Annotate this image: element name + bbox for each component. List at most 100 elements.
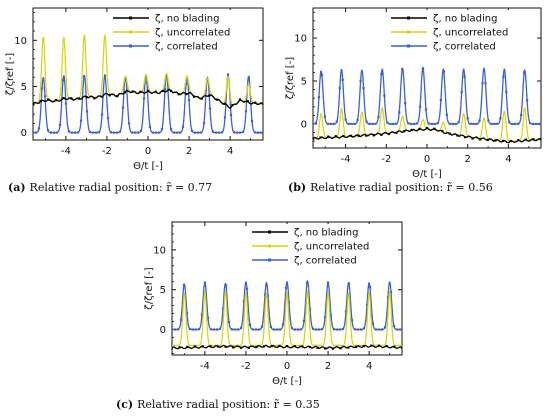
series-correlated-marker xyxy=(314,328,318,331)
series-correlated-marker xyxy=(61,79,65,82)
series-no-blading-marker xyxy=(385,344,388,348)
legend-marker-no_blading xyxy=(268,230,271,234)
series-correlated-marker xyxy=(383,94,386,97)
series-correlated-marker xyxy=(136,131,140,134)
series-no-blading-marker xyxy=(433,127,436,130)
series-correlated-marker xyxy=(466,117,469,120)
x-tick-label: 0 xyxy=(284,361,290,372)
series-no-blading-marker xyxy=(123,91,127,94)
series-correlated-marker xyxy=(526,99,529,102)
series-no-blading-marker xyxy=(494,139,497,142)
series-correlated-marker xyxy=(320,328,324,331)
series-correlated-marker xyxy=(190,129,194,132)
series-correlated-marker xyxy=(133,131,137,134)
series-no-blading-marker xyxy=(33,102,35,106)
series-correlated-marker xyxy=(350,122,353,126)
series-correlated-marker xyxy=(374,328,378,331)
series-correlated-marker xyxy=(220,131,224,134)
series-correlated-marker xyxy=(359,79,362,83)
series-correlated-marker xyxy=(341,327,345,331)
series-correlated-marker xyxy=(377,328,381,331)
series-no-blading-marker xyxy=(539,138,541,141)
series-correlated-marker xyxy=(517,122,520,125)
series-correlated-marker xyxy=(100,113,104,116)
series-correlated-marker xyxy=(442,70,445,73)
series-correlated-marker xyxy=(392,122,395,126)
series-no-blading-marker xyxy=(327,135,330,138)
caption-prefix: (c) xyxy=(116,398,133,411)
series-no-blading-marker xyxy=(425,126,429,130)
series-no-blading-marker xyxy=(301,345,304,348)
series-correlated-marker xyxy=(46,129,50,132)
series-correlated-marker xyxy=(323,315,327,319)
series-correlated-marker xyxy=(531,122,535,126)
series-correlated-marker xyxy=(439,98,442,102)
legend-label-correlated: ζ, correlated xyxy=(433,42,496,53)
series-correlated-marker xyxy=(244,110,248,113)
series-no-blading-marker xyxy=(357,134,360,137)
series-no-blading-marker xyxy=(131,90,134,93)
series-correlated-marker xyxy=(308,307,312,310)
y-tick-label: 5 xyxy=(160,285,166,296)
series-correlated-marker xyxy=(203,281,207,284)
series-no-blading-marker xyxy=(238,98,242,101)
series-correlated-marker xyxy=(199,131,203,134)
series-no-blading-marker xyxy=(331,347,335,350)
series-correlated-marker xyxy=(332,328,336,331)
series-no-blading-marker xyxy=(62,96,65,100)
series-no-blading-marker xyxy=(261,102,263,105)
series-correlated-marker xyxy=(109,131,113,134)
series-correlated-marker xyxy=(266,294,270,297)
series-correlated-marker xyxy=(344,310,348,313)
series-correlated-marker xyxy=(224,284,228,287)
series-correlated-marker xyxy=(380,328,384,331)
series-correlated-marker xyxy=(173,328,177,331)
series-correlated-marker xyxy=(118,130,122,133)
series-correlated-marker xyxy=(404,101,407,105)
series-correlated-marker xyxy=(421,67,425,70)
series-no-blading-marker xyxy=(186,345,189,348)
series-correlated-marker xyxy=(91,131,95,134)
series-no-blading-marker xyxy=(395,131,398,134)
series-correlated-marker xyxy=(212,328,216,331)
series-correlated-marker xyxy=(395,328,399,331)
series-correlated-marker xyxy=(253,131,257,134)
series-no-blading-marker xyxy=(403,130,406,133)
series-correlated-marker xyxy=(335,120,338,123)
series-correlated-marker xyxy=(275,328,279,331)
x-tick-label: 4 xyxy=(366,361,372,372)
series-correlated-marker xyxy=(454,122,457,126)
y-tick-label: 10 xyxy=(14,36,27,47)
series-correlated-marker xyxy=(433,122,437,126)
series-correlated-marker xyxy=(235,131,239,134)
series-no-blading-marker xyxy=(223,102,226,105)
series-correlated-marker xyxy=(272,328,276,331)
series-correlated-marker xyxy=(169,128,173,131)
series-correlated-marker xyxy=(181,125,185,128)
series-no-blading-marker xyxy=(471,137,474,140)
series-correlated-marker xyxy=(206,316,210,319)
series-correlated-marker xyxy=(311,327,315,330)
series-correlated-marker xyxy=(326,122,329,125)
series-correlated-marker xyxy=(389,122,392,126)
series-correlated-marker xyxy=(157,131,161,134)
series-correlated-marker xyxy=(179,318,183,321)
series-correlated-marker xyxy=(151,131,155,134)
series-correlated-marker xyxy=(103,74,107,77)
series-correlated-marker xyxy=(475,122,478,126)
series-correlated-marker xyxy=(269,325,273,328)
series-no-blading-marker xyxy=(201,345,204,348)
series-no-blading-marker xyxy=(77,97,81,100)
series-no-blading-marker xyxy=(441,129,444,133)
series-correlated-marker xyxy=(323,115,326,118)
y-tick-label: 5 xyxy=(301,77,307,88)
series-no-blading-marker xyxy=(208,94,211,97)
series-correlated-marker xyxy=(320,74,324,77)
series-no-blading-marker xyxy=(100,95,104,98)
series-no-blading-marker xyxy=(231,104,234,107)
series-no-blading-marker xyxy=(354,345,358,349)
series-correlated-marker xyxy=(332,122,335,126)
series-correlated-marker xyxy=(350,319,354,322)
series-correlated-marker xyxy=(353,328,357,331)
series-correlated-marker xyxy=(436,121,440,125)
